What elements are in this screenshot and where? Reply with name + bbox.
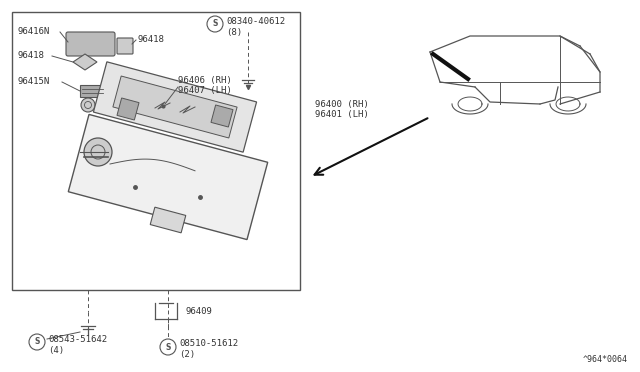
Text: (2): (2) xyxy=(179,350,195,359)
Polygon shape xyxy=(150,207,186,233)
Polygon shape xyxy=(113,76,237,138)
Text: 08510-51612: 08510-51612 xyxy=(179,340,238,349)
Polygon shape xyxy=(211,105,233,127)
Polygon shape xyxy=(68,115,268,240)
Text: (8): (8) xyxy=(226,28,242,36)
Text: 96406 (RH): 96406 (RH) xyxy=(178,77,232,86)
Text: 96401 (LH): 96401 (LH) xyxy=(315,110,369,119)
Polygon shape xyxy=(80,85,105,97)
Text: 08340-40612: 08340-40612 xyxy=(226,17,285,26)
Text: (4): (4) xyxy=(48,346,64,356)
Text: S: S xyxy=(212,19,218,29)
Bar xyxy=(12,12,300,290)
Text: 96416N: 96416N xyxy=(17,28,49,36)
Text: 96418: 96418 xyxy=(17,51,44,61)
FancyBboxPatch shape xyxy=(66,32,115,56)
Circle shape xyxy=(81,98,95,112)
Polygon shape xyxy=(117,98,139,120)
FancyBboxPatch shape xyxy=(117,38,133,54)
Text: 96407 (LH): 96407 (LH) xyxy=(178,87,232,96)
Text: 96418: 96418 xyxy=(138,35,165,45)
Polygon shape xyxy=(93,62,257,152)
Text: 96415N: 96415N xyxy=(17,77,49,87)
Circle shape xyxy=(84,138,112,166)
Text: 08543-51642: 08543-51642 xyxy=(48,334,107,343)
Text: S: S xyxy=(35,337,40,346)
Text: S: S xyxy=(165,343,171,352)
Polygon shape xyxy=(73,54,97,70)
Text: 96400 (RH): 96400 (RH) xyxy=(315,100,369,109)
Text: 96409: 96409 xyxy=(185,308,212,317)
Text: ^964*0064: ^964*0064 xyxy=(583,355,628,364)
